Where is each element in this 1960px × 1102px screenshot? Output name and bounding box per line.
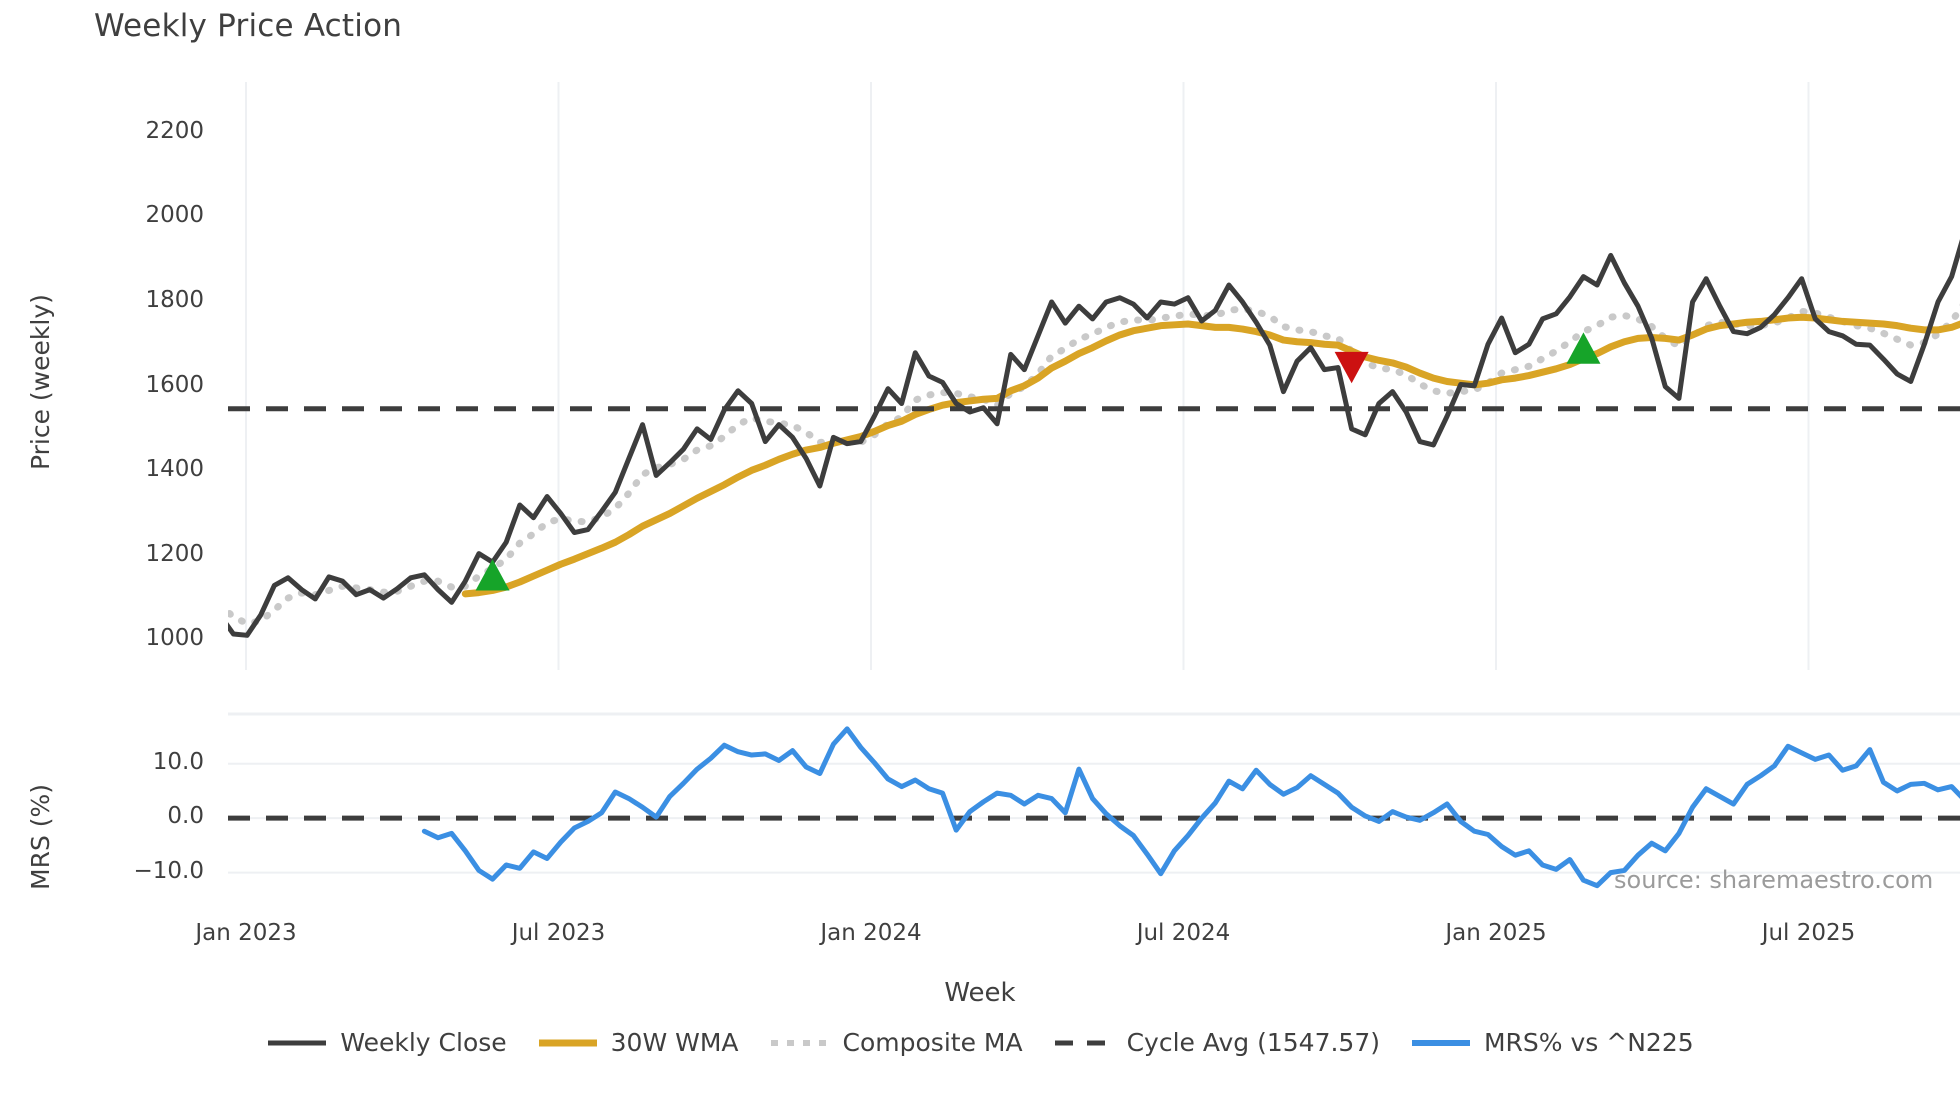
price-plot-area — [228, 82, 1960, 670]
legend-swatch-dotted — [770, 1039, 829, 1046]
source-watermark: source: sharemaestro.com — [1614, 866, 1934, 894]
legend-swatch-solid — [538, 1039, 597, 1046]
legend-swatch-dashed — [1054, 1040, 1113, 1045]
series-composite-ma — [228, 303, 1960, 628]
x-tick: Jul 2023 — [511, 920, 606, 946]
series-30w-wma — [461, 313, 1960, 598]
price-chart-svg — [228, 82, 1960, 670]
price-y-axis-label: Price (weekly) — [26, 294, 55, 470]
price-y-tick: 1600 — [145, 371, 204, 398]
x-tick: Jan 2024 — [820, 920, 922, 946]
legend-item[interactable]: Weekly Close — [266, 1028, 507, 1057]
chart-legend: Weekly Close 30W WMA Composite MA Cycle Avg… — [0, 1028, 1960, 1057]
buy-signal-marker — [1566, 332, 1601, 364]
buy-signal-marker — [475, 559, 510, 591]
chart-title: Weekly Price Action — [94, 8, 403, 44]
legend-swatch-solid — [1411, 1039, 1470, 1046]
legend-label: Weekly Close — [340, 1028, 507, 1057]
x-axis-label: Week — [944, 978, 1016, 1008]
mrs-plot-area — [228, 712, 1960, 908]
legend-item[interactable]: Composite MA — [769, 1028, 1023, 1057]
price-y-tick: 1000 — [145, 625, 204, 652]
legend-item[interactable]: Cycle Avg (1547.57) — [1053, 1028, 1380, 1057]
price-y-tick: 1200 — [145, 540, 204, 567]
mrs-y-axis-label: MRS (%) — [26, 783, 55, 890]
price-y-tick: 1800 — [145, 286, 204, 313]
legend-label: Composite MA — [842, 1028, 1023, 1057]
legend-swatch-solid — [268, 1040, 327, 1045]
legend-item[interactable]: 30W WMA — [537, 1028, 739, 1057]
x-tick: Jan 2025 — [1445, 920, 1547, 946]
price-y-tick: 1400 — [145, 456, 204, 483]
price-y-tick: 2200 — [145, 117, 204, 144]
sell-signal-marker — [1334, 351, 1369, 384]
price-y-tick: 2000 — [145, 202, 204, 229]
series-mrs-pct — [421, 726, 1960, 889]
x-tick: Jul 2024 — [1136, 920, 1231, 946]
legend-label: Cycle Avg (1547.57) — [1126, 1028, 1380, 1057]
series-weekly-close — [228, 239, 1960, 638]
mrs-y-tick: 10.0 — [152, 748, 204, 775]
x-tick: Jul 2025 — [1761, 920, 1856, 946]
legend-item[interactable]: MRS% vs ^N225 — [1410, 1028, 1694, 1057]
mrs-chart-svg — [228, 712, 1960, 889]
legend-label: MRS% vs ^N225 — [1483, 1028, 1694, 1057]
x-tick: Jan 2023 — [195, 920, 297, 946]
legend-label: 30W WMA — [610, 1028, 739, 1057]
mrs-y-tick: −10.0 — [133, 857, 204, 884]
mrs-y-tick: 0.0 — [167, 803, 204, 830]
